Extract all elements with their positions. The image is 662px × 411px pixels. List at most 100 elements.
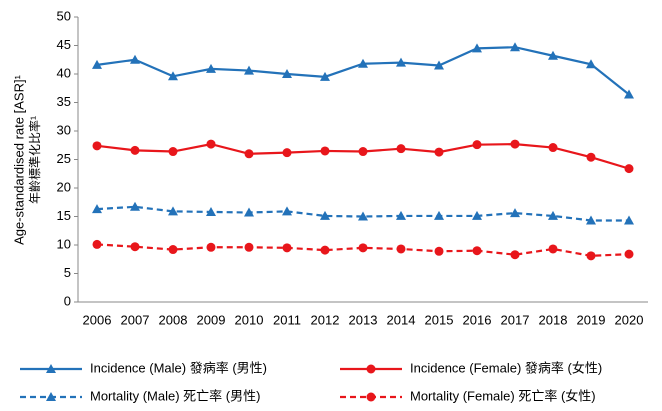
- marker: [130, 201, 140, 211]
- marker: [320, 245, 330, 255]
- marker: [434, 147, 444, 157]
- y-axis-label: Age-standardised rate [ASR]¹: [11, 74, 26, 244]
- x-tick-label: 2014: [387, 312, 416, 327]
- y-tick-label: 10: [57, 236, 71, 251]
- series-line: [96, 243, 630, 257]
- x-tick-label: 2013: [349, 312, 378, 327]
- marker: [396, 244, 406, 254]
- y-tick-label: 40: [57, 65, 71, 80]
- marker: [358, 147, 368, 157]
- marker: [168, 71, 178, 81]
- legend-label: Incidence (Male) 發病率 (男性): [90, 360, 267, 375]
- marker: [548, 210, 558, 220]
- marker: [244, 242, 254, 252]
- marker: [92, 141, 102, 151]
- marker: [130, 145, 140, 155]
- marker: [206, 139, 216, 149]
- marker: [510, 42, 520, 52]
- marker: [586, 215, 596, 225]
- x-tick-label: 2011: [273, 312, 301, 327]
- marker: [244, 207, 254, 217]
- marker: [586, 59, 596, 69]
- y-tick-label: 30: [57, 122, 71, 137]
- marker: [358, 243, 368, 253]
- marker: [168, 206, 178, 216]
- marker: [206, 206, 216, 216]
- x-tick-label: 2016: [463, 312, 492, 327]
- y-tick-label: 50: [57, 8, 71, 23]
- x-tick-label: 2019: [577, 312, 606, 327]
- y-axis-label: 年齡標準化比率¹: [27, 116, 42, 204]
- marker: [624, 89, 634, 99]
- marker: [624, 249, 634, 259]
- legend-label: Incidence (Female) 發病率 (女性): [410, 360, 602, 375]
- x-tick-label: 2018: [539, 312, 568, 327]
- marker: [586, 152, 596, 162]
- marker: [282, 148, 292, 158]
- marker: [92, 239, 102, 249]
- legend-marker: [46, 364, 56, 373]
- legend-marker: [366, 364, 376, 374]
- marker: [510, 250, 520, 260]
- marker: [396, 210, 406, 220]
- y-tick-label: 20: [57, 179, 71, 194]
- x-tick-label: 2008: [159, 312, 188, 327]
- marker: [320, 146, 330, 156]
- y-tick-label: 15: [57, 208, 71, 223]
- marker: [130, 242, 140, 252]
- x-tick-label: 2012: [311, 312, 340, 327]
- marker: [472, 43, 482, 53]
- marker: [548, 244, 558, 254]
- marker: [434, 210, 444, 220]
- marker: [358, 211, 368, 221]
- x-tick-label: 2020: [615, 312, 644, 327]
- marker: [92, 59, 102, 69]
- marker: [244, 149, 254, 159]
- marker: [548, 143, 558, 153]
- marker: [434, 246, 444, 256]
- x-tick-label: 2006: [83, 312, 112, 327]
- marker: [586, 251, 596, 261]
- marker: [320, 210, 330, 220]
- marker: [472, 140, 482, 150]
- marker: [358, 58, 368, 68]
- marker: [282, 206, 292, 216]
- marker: [472, 246, 482, 256]
- legend-label: Mortality (Male) 死亡率 (男性): [90, 388, 260, 403]
- marker: [472, 210, 482, 220]
- marker: [168, 245, 178, 255]
- marker: [396, 57, 406, 67]
- marker: [244, 65, 254, 75]
- y-tick-label: 45: [57, 37, 71, 52]
- series-line: [96, 205, 629, 222]
- marker: [434, 60, 444, 70]
- marker: [624, 215, 634, 225]
- legend-marker: [46, 392, 56, 401]
- y-tick-label: 25: [57, 151, 71, 166]
- marker: [168, 147, 178, 157]
- legend-marker: [366, 392, 376, 402]
- y-tick-label: 35: [57, 94, 71, 109]
- x-tick-label: 2007: [121, 312, 150, 327]
- series-line: [96, 46, 630, 96]
- legend-label: Mortality (Female) 死亡率 (女性): [410, 388, 596, 403]
- marker: [510, 139, 520, 149]
- marker: [320, 71, 330, 81]
- marker: [396, 144, 406, 154]
- y-tick-label: 5: [64, 265, 71, 280]
- marker: [206, 242, 216, 252]
- x-tick-label: 2017: [501, 312, 530, 327]
- marker: [282, 243, 292, 253]
- marker: [548, 50, 558, 60]
- marker: [92, 204, 102, 214]
- y-tick-label: 0: [64, 293, 71, 308]
- marker: [130, 54, 140, 64]
- marker: [510, 208, 520, 218]
- marker: [624, 164, 634, 174]
- marker: [206, 63, 216, 73]
- x-tick-label: 2010: [235, 312, 264, 327]
- x-tick-label: 2015: [425, 312, 454, 327]
- marker: [282, 69, 292, 78]
- x-tick-label: 2009: [197, 312, 226, 327]
